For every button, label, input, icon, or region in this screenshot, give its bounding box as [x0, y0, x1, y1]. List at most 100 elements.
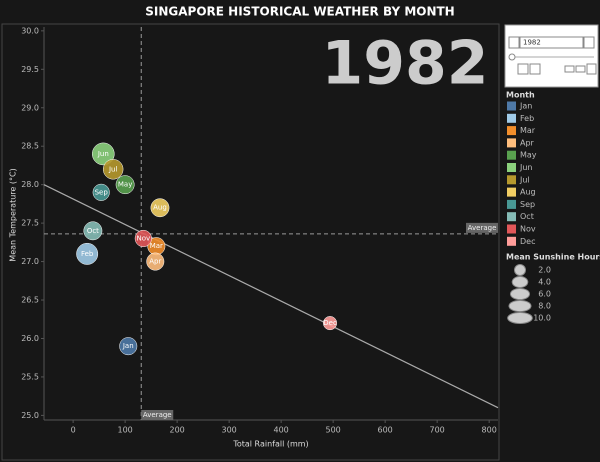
- bubble: [323, 316, 338, 331]
- legend-swatch: [507, 101, 516, 111]
- y-tick-label: 25.0: [21, 411, 39, 420]
- bubble-label: Oct: [87, 227, 99, 235]
- y-tick-label: 26.0: [21, 334, 39, 343]
- dropdown-value: 1982: [523, 39, 541, 47]
- size-legend-mark: [507, 312, 533, 324]
- legend-swatch: [507, 199, 516, 209]
- bubble: [150, 198, 170, 218]
- bubble-label: Jun: [97, 150, 109, 158]
- y-tick-label: 27.0: [21, 257, 39, 266]
- y-tick-label: 29.5: [21, 65, 39, 74]
- legend-label: Dec: [520, 237, 535, 246]
- x-tick-label: 600: [378, 426, 393, 435]
- legend-swatch: [507, 175, 516, 185]
- controls-panel: [504, 24, 599, 88]
- worksheet-frame: [1, 23, 500, 461]
- average-label-box: [466, 222, 498, 233]
- legend-swatch: [507, 113, 516, 123]
- prev-button[interactable]: [508, 36, 520, 49]
- legend-label: Apr: [520, 138, 535, 147]
- legend-label: Jun: [519, 163, 533, 172]
- size-legend-label: 4.0: [538, 278, 551, 287]
- chart-title: SINGAPORE HISTORICAL WEATHER BY MONTH: [145, 5, 454, 19]
- legend-swatch: [507, 187, 516, 197]
- size-legend-title: Mean Sunshine Hours: [506, 253, 600, 262]
- average-label: Average: [468, 224, 497, 232]
- legend-swatch: [507, 212, 516, 222]
- legend-label: Aug: [520, 188, 536, 197]
- legend-label: Sep: [520, 200, 535, 209]
- legend-swatch: [507, 236, 516, 246]
- next-button[interactable]: [583, 36, 595, 49]
- bubble: [119, 337, 138, 356]
- size-legend-label: 2.0: [538, 266, 551, 275]
- play-button[interactable]: [529, 63, 541, 75]
- legend-swatch: [507, 126, 516, 136]
- y-tick-label: 27.5: [21, 219, 39, 228]
- slider-thumb[interactable]: [508, 53, 516, 61]
- year-display: 1982: [322, 29, 489, 99]
- legend-label: May: [520, 151, 537, 160]
- average-label: Average: [143, 411, 172, 419]
- speed-fast[interactable]: [586, 63, 597, 75]
- bubble-label: Aug: [153, 204, 167, 212]
- bubble-label: Mar: [150, 242, 163, 250]
- legend-swatch: [507, 138, 516, 148]
- speed-medium[interactable]: [575, 65, 586, 73]
- bubble: [92, 183, 110, 201]
- y-tick-label: 29.0: [21, 103, 39, 112]
- y-tick-label: 30.0: [21, 26, 39, 35]
- x-tick-label: 300: [221, 426, 236, 435]
- legend-label: Feb: [520, 114, 534, 123]
- y-axis-title: Mean Temperature (°C): [9, 168, 18, 261]
- bubble-label: Jan: [122, 342, 134, 350]
- size-legend-label: 8.0: [538, 302, 551, 311]
- bubble: [102, 159, 124, 180]
- y-tick-label: 28.5: [21, 142, 39, 151]
- stop-button[interactable]: [517, 63, 529, 75]
- bubble-label: Nov: [136, 234, 150, 242]
- bubble-label: Dec: [323, 319, 337, 327]
- legend-label: Mar: [520, 126, 536, 135]
- size-legend-label: 6.0: [538, 290, 551, 299]
- page-controls: 1982: [504, 24, 599, 88]
- legend-swatch: [507, 224, 516, 234]
- x-tick-label: 0: [71, 426, 76, 435]
- year-dropdown[interactable]: [519, 36, 584, 49]
- legend-swatch: [507, 163, 516, 172]
- bubble-label: Feb: [81, 250, 94, 258]
- x-tick-label: 200: [169, 426, 184, 435]
- speed-slow[interactable]: [564, 65, 575, 73]
- x-tick-label: 800: [482, 426, 497, 435]
- x-tick-label: 700: [430, 426, 445, 435]
- bubble-label: Apr: [149, 258, 161, 266]
- legend-swatch: [507, 150, 516, 160]
- legend-title: Month: [506, 91, 535, 100]
- x-tick-label: 400: [274, 426, 289, 435]
- trend-line: [43, 184, 499, 409]
- bubble: [134, 229, 152, 248]
- y-tick-label: 25.5: [21, 372, 39, 381]
- bubble: [92, 142, 115, 166]
- bubble: [76, 242, 99, 265]
- size-legend-mark: [509, 288, 531, 300]
- bubble: [146, 252, 165, 271]
- size-legend-mark: [508, 300, 532, 312]
- x-axis-title: Total Rainfall (mm): [232, 440, 308, 449]
- y-tick-label: 28.0: [21, 180, 39, 189]
- legend-label: Jan: [519, 102, 532, 111]
- bubble-label: Sep: [95, 188, 109, 196]
- bubble-label: May: [118, 181, 132, 189]
- size-legend-mark: [511, 276, 529, 288]
- size-legend-mark: [513, 264, 527, 276]
- bubble: [115, 175, 135, 195]
- y-tick-label: 26.5: [21, 296, 39, 305]
- x-tick-label: 500: [326, 426, 341, 435]
- legend-label: Jul: [519, 175, 530, 184]
- legend-label: Nov: [520, 225, 536, 234]
- bubble-label: Jul: [108, 165, 118, 173]
- x-tick-label: 100: [117, 426, 132, 435]
- bubble: [83, 221, 103, 241]
